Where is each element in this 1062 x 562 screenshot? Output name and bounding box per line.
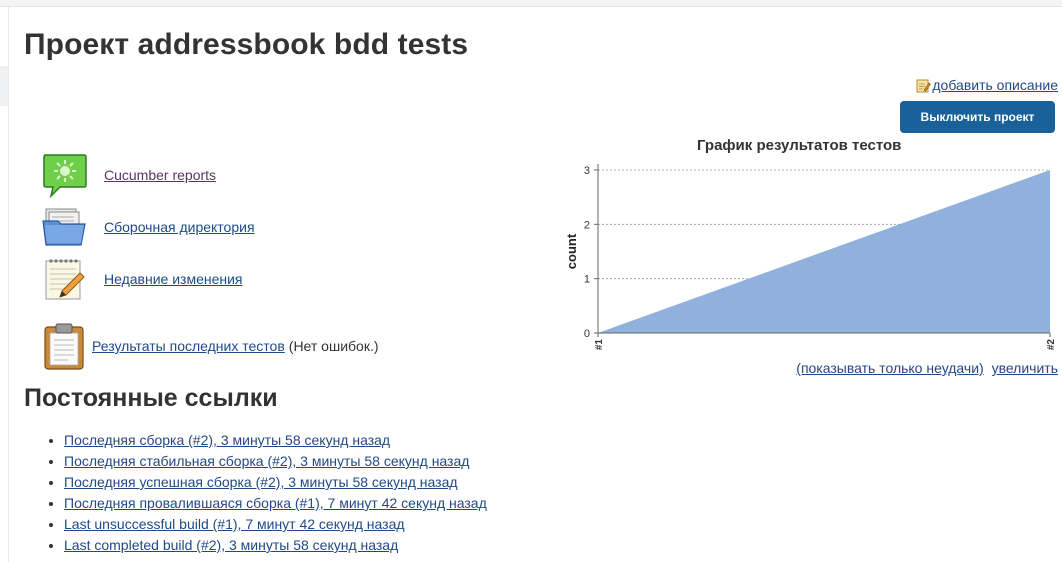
- chart-x-tick-label: #2: [1046, 339, 1057, 351]
- task-build-directory[interactable]: Сборочная директория: [40, 203, 255, 251]
- edit-description-link[interactable]: добавить описание: [932, 77, 1058, 93]
- permalink-link[interactable]: Последняя сборка (#2), 3 минуты 58 секун…: [64, 432, 391, 448]
- permalink-item: Последняя успешная сборка (#2), 3 минуты…: [64, 472, 487, 493]
- test-results-chart[interactable]: График результатов тестов 0 1 2 3 count #1 #2: [560, 134, 1058, 366]
- chart-y-tick-label: 2: [584, 219, 590, 231]
- clipboard-icon: [44, 323, 84, 370]
- permalink-link[interactable]: Последняя стабильная сборка (#2), 3 мину…: [64, 453, 470, 469]
- permalinks-list: Последняя сборка (#2), 3 минуты 58 секун…: [24, 430, 487, 556]
- notepad-pencil-icon: [916, 79, 932, 92]
- latest-test-results-link[interactable]: Результаты последних тестов: [92, 338, 285, 354]
- permalink-item: Последняя сборка (#2), 3 минуты 58 секун…: [64, 430, 487, 451]
- cucumber-report-icon: [43, 154, 87, 199]
- page-title: Проект addressbook bdd tests: [24, 28, 469, 61]
- chart-links: (показывать только неудачи) увеличить: [796, 360, 1058, 376]
- chart-area-series: [598, 170, 1050, 333]
- chart-x-tick-label: #1: [594, 339, 605, 351]
- chart-canvas: 0 1 2 3 count #1 #2: [564, 164, 1057, 351]
- chart-y-tick-label: 1: [584, 274, 590, 286]
- permalink-link[interactable]: Last completed build (#2), 3 минуты 58 с…: [64, 537, 399, 553]
- permalink-item: Последняя стабильная сборка (#2), 3 мину…: [64, 451, 487, 472]
- permalink-link[interactable]: Last unsuccessful build (#1), 7 минут 42…: [64, 516, 405, 532]
- show-only-failures-link[interactable]: (показывать только неудачи): [796, 360, 984, 376]
- permalink-item: Last unsuccessful build (#1), 7 минут 42…: [64, 514, 487, 535]
- chart-y-tick-label: 3: [584, 165, 590, 177]
- side-panel-edge: [0, 6, 9, 562]
- permalink-link[interactable]: Последняя провалившаяся сборка (#1), 7 м…: [64, 495, 487, 511]
- folder-icon: [42, 208, 86, 246]
- task-build-directory-link[interactable]: Сборочная директория: [104, 219, 255, 235]
- chart-title: График результатов тестов: [697, 137, 902, 154]
- task-recent-changes-link[interactable]: Недавние изменения: [104, 271, 243, 287]
- task-cucumber-reports-link[interactable]: Cucumber reports: [104, 167, 217, 183]
- permalink-item: Last completed build (#2), 3 минуты 58 с…: [64, 535, 487, 556]
- permalinks-title: Постоянные ссылки: [24, 384, 278, 412]
- task-recent-changes[interactable]: Недавние изменения: [40, 255, 243, 303]
- task-latest-test-results[interactable]: Результаты последних тестов (Нет ошибок.…: [40, 322, 379, 370]
- permalink-item: Последняя провалившаяся сборка (#1), 7 м…: [64, 493, 487, 514]
- disable-project-button[interactable]: Выключить проект: [900, 101, 1055, 133]
- chart-y-axis-label: count: [564, 233, 579, 269]
- notepad-icon: [45, 259, 85, 300]
- permalink-link[interactable]: Последняя успешная сборка (#2), 3 минуты…: [64, 474, 458, 490]
- task-cucumber-reports[interactable]: Cucumber reports: [40, 151, 216, 199]
- top-bar: [0, 0, 1062, 7]
- side-panel-marker: [0, 66, 8, 106]
- test-results-status: (Нет ошибок.): [288, 338, 379, 354]
- chart-y-tick-label: 0: [584, 328, 590, 340]
- edit-description[interactable]: добавить описание: [916, 77, 1058, 93]
- enlarge-chart-link[interactable]: увеличить: [991, 360, 1058, 376]
